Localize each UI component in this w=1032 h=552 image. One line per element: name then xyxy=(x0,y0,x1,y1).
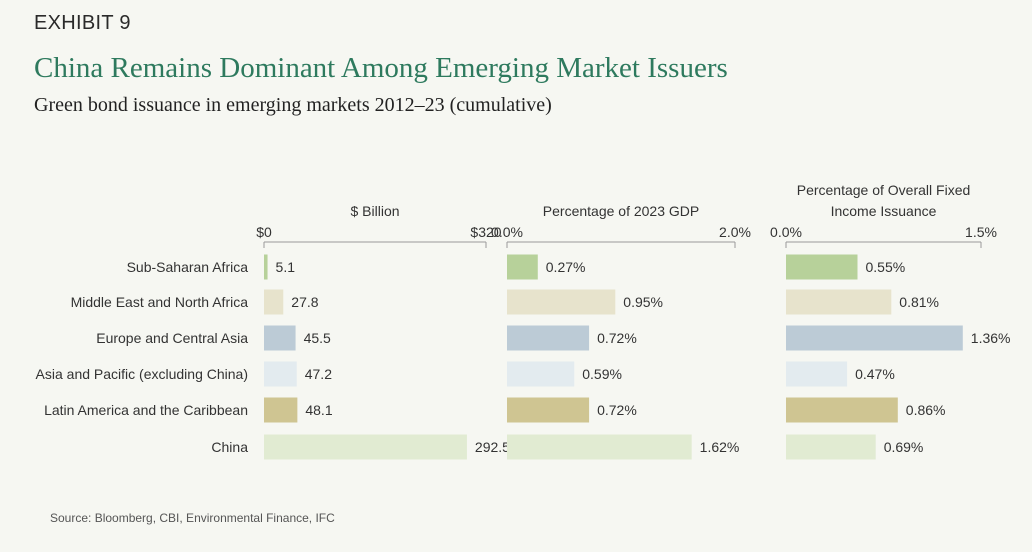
bar xyxy=(264,254,268,280)
bar xyxy=(264,361,297,387)
data-label: 0.72% xyxy=(597,402,637,418)
data-label: 0.81% xyxy=(899,294,939,310)
bar xyxy=(507,325,590,351)
data-label: 27.8 xyxy=(291,294,318,310)
bar xyxy=(786,289,892,315)
data-label: 0.47% xyxy=(855,366,895,382)
bar xyxy=(264,289,284,315)
bar xyxy=(786,434,876,460)
data-label: 47.2 xyxy=(305,366,332,382)
chart-subtitle: Green bond issuance in emerging markets … xyxy=(34,94,552,116)
category-label: Europe and Central Asia xyxy=(96,330,248,346)
bar xyxy=(786,325,963,351)
data-label: 0.69% xyxy=(884,439,924,455)
bar xyxy=(507,361,575,387)
data-label: 0.55% xyxy=(866,259,906,275)
category-label: China xyxy=(211,439,248,455)
data-label: 0.95% xyxy=(623,294,663,310)
tick-label: 1.5% xyxy=(965,224,997,240)
category-label: Latin America and the Caribbean xyxy=(44,402,248,418)
tick-label: 0.0% xyxy=(491,224,523,240)
bar xyxy=(786,397,898,423)
source-note: Source: Bloomberg, CBI, Environmental Fi… xyxy=(50,511,335,525)
data-label: 45.5 xyxy=(304,330,331,346)
bar xyxy=(786,254,858,280)
bar xyxy=(264,397,298,423)
exhibit-label: EXHIBIT 9 xyxy=(34,12,131,34)
data-label: 5.1 xyxy=(276,259,296,275)
data-label: 0.27% xyxy=(546,259,586,275)
panel-title: Percentage of 2023 GDP xyxy=(543,203,699,219)
bar xyxy=(264,325,296,351)
bar xyxy=(786,361,848,387)
chart-title: China Remains Dominant Among Emerging Ma… xyxy=(34,52,728,84)
data-label: 0.59% xyxy=(582,366,622,382)
bar xyxy=(507,289,616,315)
data-label: 1.36% xyxy=(971,330,1011,346)
category-label: Asia and Pacific (excluding China) xyxy=(36,366,248,382)
panel-title: Percentage of Overall Fixed xyxy=(797,182,971,198)
data-label: 0.72% xyxy=(597,330,637,346)
bar xyxy=(507,434,692,460)
data-label: 1.62% xyxy=(700,439,740,455)
category-label: Middle East and North Africa xyxy=(71,294,249,310)
tick-label: 0.0% xyxy=(770,224,802,240)
data-label: 0.86% xyxy=(906,402,946,418)
panel-title: $ Billion xyxy=(350,203,399,219)
panel-title: Income Issuance xyxy=(831,203,937,219)
tick-label: $0 xyxy=(256,224,272,240)
bar xyxy=(507,397,590,423)
data-label: 48.1 xyxy=(305,402,332,418)
bar xyxy=(264,434,467,460)
bar xyxy=(507,254,538,280)
data-label: 292.5 xyxy=(475,439,510,455)
category-label: Sub-Saharan Africa xyxy=(127,259,249,275)
tick-label: 2.0% xyxy=(719,224,751,240)
tick-label: $320 xyxy=(470,224,501,240)
